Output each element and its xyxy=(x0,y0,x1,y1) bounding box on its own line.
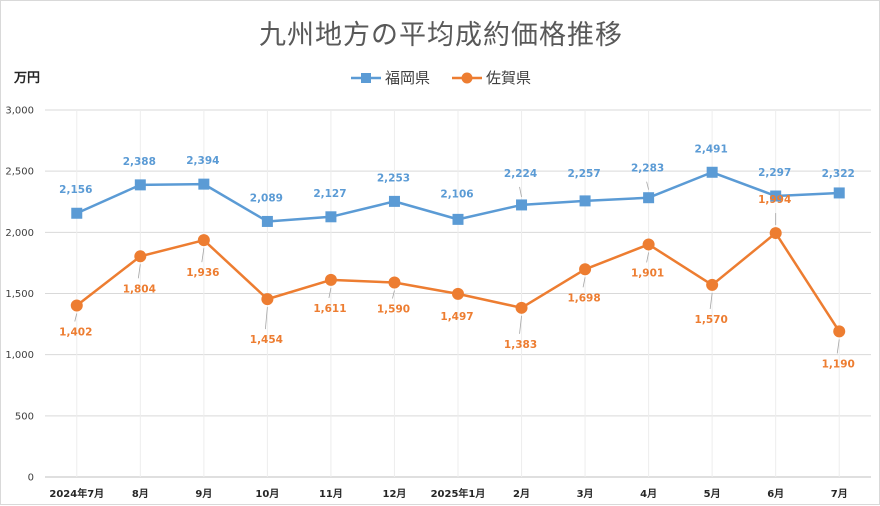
data-point-marker xyxy=(643,192,655,204)
data-point-marker xyxy=(770,190,782,202)
data-label: 1,402 xyxy=(59,326,92,338)
x-tick-label: 4月 xyxy=(640,488,657,500)
data-point-marker xyxy=(388,195,400,207)
data-label-leader-line xyxy=(392,290,395,299)
data-label: 2,089 xyxy=(250,192,283,204)
data-point-marker xyxy=(706,278,719,291)
data-label-leader-line xyxy=(582,277,586,288)
data-point-marker xyxy=(833,187,845,199)
legend-label-fukuoka: 福岡県 xyxy=(384,69,430,87)
data-label: 1,804 xyxy=(123,283,156,295)
data-point-marker xyxy=(198,178,210,190)
data-label: 1,497 xyxy=(440,311,473,323)
data-label-leader-line xyxy=(519,315,522,334)
data-label-leader-line xyxy=(328,287,332,298)
data-label: 1,901 xyxy=(631,267,664,279)
data-label-leader-line xyxy=(264,307,268,330)
data-label: 1,936 xyxy=(186,267,219,279)
x-tick-label: 6月 xyxy=(767,488,784,500)
data-point-marker xyxy=(325,211,337,223)
data-point-marker xyxy=(706,166,718,178)
x-tick-label: 12月 xyxy=(383,488,407,500)
data-point-marker xyxy=(642,238,655,251)
data-label: 2,257 xyxy=(567,168,600,180)
data-label: 2,491 xyxy=(695,143,728,155)
legend-label-saga: 佐賀県 xyxy=(486,69,532,87)
y-tick-label: 1,500 xyxy=(5,289,34,300)
data-point-marker xyxy=(71,207,83,219)
data-label: 1,994 xyxy=(758,194,791,206)
data-point-marker xyxy=(134,250,147,263)
y-tick-label: 2,500 xyxy=(5,167,34,178)
data-label: 2,224 xyxy=(504,168,537,180)
data-label: 2,283 xyxy=(631,163,664,175)
x-tick-label: 9月 xyxy=(195,488,212,500)
y-tick-label: 0 xyxy=(28,473,34,484)
data-point-marker xyxy=(769,227,782,240)
y-tick-label: 1,000 xyxy=(5,350,34,361)
data-point-marker xyxy=(197,234,210,247)
data-point-marker xyxy=(261,293,274,306)
y-tick-label: 500 xyxy=(15,411,34,422)
data-label: 1,383 xyxy=(504,339,537,351)
data-label-leader-line xyxy=(646,252,650,263)
x-tick-label: 2月 xyxy=(513,488,530,500)
data-label: 2,388 xyxy=(123,156,156,168)
data-point-marker xyxy=(388,276,401,289)
data-label: 2,253 xyxy=(377,172,410,184)
data-label-leader-line xyxy=(519,186,522,198)
data-label: 1,611 xyxy=(313,303,346,315)
data-label-leader-line xyxy=(74,313,78,322)
data-point-marker xyxy=(833,325,846,338)
chart-title: 九州地方の平均成約価格推移 xyxy=(259,20,623,51)
x-tick-label: 8月 xyxy=(132,488,149,500)
x-tick-label: 11月 xyxy=(319,488,343,500)
x-tick-label: 2024年7月 xyxy=(49,487,104,500)
x-tick-label: 7月 xyxy=(831,488,848,500)
y-tick-label: 2,000 xyxy=(5,228,34,239)
data-point-marker xyxy=(515,301,528,314)
data-label: 1,570 xyxy=(695,314,728,326)
y-tick-label: 3,000 xyxy=(5,106,34,117)
data-label: 2,297 xyxy=(758,167,791,179)
chart-legend: 福岡県 佐賀県 xyxy=(1,67,880,88)
data-label-leader-line xyxy=(137,264,141,279)
data-label: 1,590 xyxy=(377,303,410,315)
data-point-marker xyxy=(70,299,83,312)
data-label: 1,190 xyxy=(822,358,855,370)
data-point-marker xyxy=(579,195,591,207)
data-label-leader-line xyxy=(709,292,713,309)
data-point-marker xyxy=(452,213,464,225)
data-label: 2,394 xyxy=(186,155,219,167)
x-tick-label: 3月 xyxy=(577,488,594,500)
data-label: 2,127 xyxy=(313,188,346,200)
data-point-marker xyxy=(452,287,464,300)
legend-item-fukuoka: 福岡県 xyxy=(350,67,430,88)
data-label: 2,156 xyxy=(59,184,92,196)
x-tick-label: 5月 xyxy=(704,488,721,500)
data-label: 1,454 xyxy=(250,334,283,346)
data-label: 2,106 xyxy=(440,188,473,200)
legend-square-marker-icon xyxy=(350,72,381,83)
legend-item-saga: 佐賀県 xyxy=(452,67,531,88)
x-tick-label: 2025年1月 xyxy=(431,487,486,500)
data-label: 2,322 xyxy=(822,168,855,180)
data-label: 1,698 xyxy=(567,292,600,304)
data-label-leader-line xyxy=(201,248,205,263)
data-label-leader-line xyxy=(836,339,840,354)
x-tick-label: 10月 xyxy=(255,488,279,500)
y-axis-unit-label: 万円 xyxy=(14,71,41,86)
data-point-marker xyxy=(516,199,528,211)
legend-circle-marker-icon xyxy=(452,72,482,83)
data-point-marker xyxy=(261,215,273,227)
data-label-leader-line xyxy=(646,181,650,190)
data-point-marker xyxy=(579,263,592,276)
data-point-marker xyxy=(324,273,337,286)
data-point-marker xyxy=(134,179,146,191)
